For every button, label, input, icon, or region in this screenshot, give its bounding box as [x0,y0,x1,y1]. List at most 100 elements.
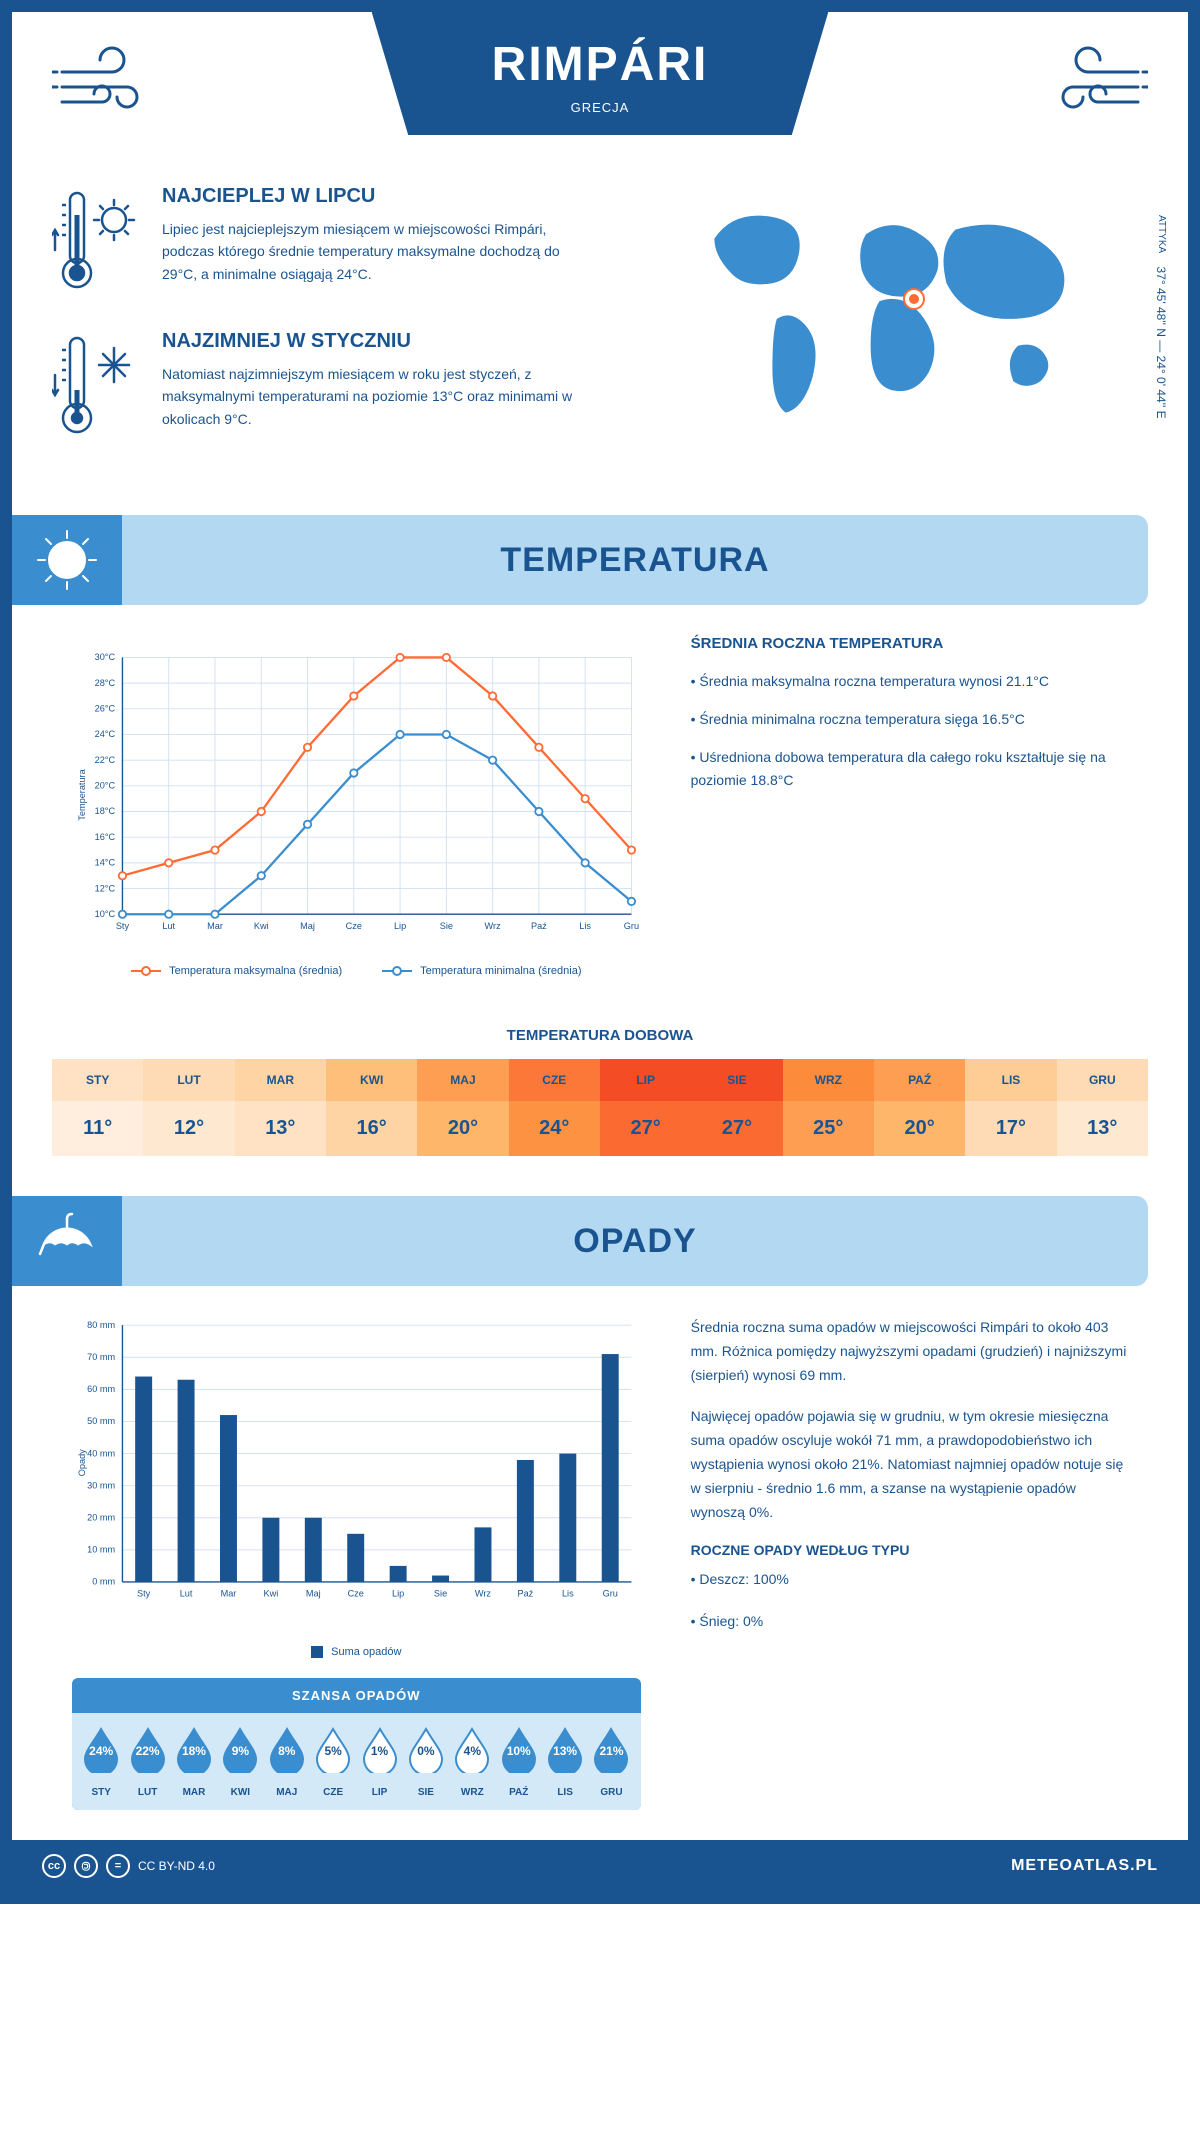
svg-text:Lip: Lip [392,1589,404,1599]
hottest-title: NAJCIEPLEJ W LIPCU [162,185,580,208]
svg-text:24°C: 24°C [95,729,116,739]
hottest-text: Lipiec jest najcieplejszym miesiącem w m… [162,218,580,285]
thermometer-snow-icon [52,330,142,445]
svg-text:Temperatura: Temperatura [77,768,87,820]
daily-cell: LIS 17° [965,1059,1056,1156]
temp-bullet: • Uśredniona dobowa temperatura dla całe… [691,746,1128,794]
temperature-section-header: TEMPERATURA [12,515,1148,605]
precip-legend-label: Suma opadów [331,1646,401,1658]
page-subtitle: GRECJA [492,100,709,115]
precip-chance-month: CZE [310,1787,356,1798]
precip-section-header: OPADY [12,1196,1148,1286]
precip-chance-month: STY [78,1787,124,1798]
precip-title: OPADY [122,1222,1148,1261]
site-name: METEOATLAS.PL [1011,1857,1158,1875]
precip-chance-month: WRZ [449,1787,495,1798]
wind-icon [52,42,172,132]
intro-section: NAJCIEPLEJ W LIPCU Lipiec jest najcieple… [12,165,1188,515]
precip-drop: 0% [403,1725,449,1779]
precip-chance-month: GRU [588,1787,634,1798]
header-banner: RIMPÁRI GRECJA [372,12,829,135]
svg-text:20 mm: 20 mm [87,1513,115,1523]
svg-text:22°C: 22°C [95,755,116,765]
daily-cell: CZE 24° [509,1059,600,1156]
precip-drop: 21% [588,1725,634,1779]
coldest-block: NAJZIMNIEJ W STYCZNIU Natomiast najzimni… [52,330,580,445]
coordinates: ATTYKA 37° 45' 48'' N — 24° 0' 44'' E [1154,215,1168,419]
svg-text:10°C: 10°C [95,909,116,919]
precip-chart-row: 0 mm 10 mm 20 mm 30 mm 40 mm 50 mm 60 mm 70 mm 8… [12,1316,1188,1840]
world-map [620,185,1148,435]
daily-cell: MAR 13° [235,1059,326,1156]
temperature-line-chart: 10°C12°C14°C16°C18°C20°C22°C24°C26°C28°C… [72,635,641,977]
legend-item: Temperatura maksymalna (średnia) [131,965,342,977]
svg-text:Mar: Mar [221,1589,237,1599]
svg-text:30 mm: 30 mm [87,1480,115,1490]
svg-text:Sty: Sty [137,1589,151,1599]
svg-text:Opady: Opady [77,1449,87,1476]
precip-drop: 13% [542,1725,588,1779]
svg-text:50 mm: 50 mm [87,1416,115,1426]
precip-drop: 4% [449,1725,495,1779]
daily-cell: WRZ 25° [783,1059,874,1156]
footer: cc 🄯 = CC BY-ND 4.0 METEOATLAS.PL [12,1840,1188,1892]
temp-bullet: • Średnia maksymalna roczna temperatura … [691,670,1128,694]
header: RIMPÁRI GRECJA [12,12,1188,165]
precip-chance-month: SIE [403,1787,449,1798]
svg-text:Sie: Sie [440,921,453,931]
precip-chance-month: LIS [542,1787,588,1798]
svg-text:16°C: 16°C [95,832,116,842]
nd-icon: = [106,1854,130,1878]
daily-cell: KWI 16° [326,1059,417,1156]
precip-chance-month: PAŹ [496,1787,542,1798]
svg-text:Wrz: Wrz [485,921,502,931]
hottest-block: NAJCIEPLEJ W LIPCU Lipiec jest najcieple… [52,185,580,300]
svg-text:70 mm: 70 mm [87,1352,115,1362]
svg-text:Wrz: Wrz [475,1589,492,1599]
precip-chance-panel: SZANSA OPADÓW 24% 22% 18% 9% [72,1678,641,1810]
precip-chance-month: LUT [124,1787,170,1798]
svg-text:40 mm: 40 mm [87,1448,115,1458]
svg-text:30°C: 30°C [95,652,116,662]
svg-text:26°C: 26°C [95,704,116,714]
precip-chance-month: MAJ [264,1787,310,1798]
precip-drop: 8% [264,1725,310,1779]
region-label: ATTYKA [1156,215,1167,253]
svg-text:Gru: Gru [624,921,639,931]
svg-text:Lip: Lip [394,921,406,931]
svg-text:Sie: Sie [434,1589,447,1599]
coldest-title: NAJZIMNIEJ W STYCZNIU [162,330,580,353]
svg-text:14°C: 14°C [95,858,116,868]
precip-chance-title: SZANSA OPADÓW [72,1678,641,1713]
svg-text:0 mm: 0 mm [92,1577,115,1587]
svg-text:10 mm: 10 mm [87,1545,115,1555]
precip-drop: 18% [171,1725,217,1779]
coldest-text: Natomiast najzimniejszym miesiącem w rok… [162,363,580,430]
svg-text:Maj: Maj [300,921,315,931]
svg-text:18°C: 18°C [95,806,116,816]
thermometer-sun-icon [52,185,142,300]
coords-text: 37° 45' 48'' N — 24° 0' 44'' E [1154,267,1168,419]
precip-drop: 10% [496,1725,542,1779]
by-icon: 🄯 [74,1854,98,1878]
wind-icon [1028,42,1148,132]
chart-legend: Temperatura maksymalna (średnia) Temperat… [72,965,641,977]
svg-text:Lis: Lis [562,1589,574,1599]
daily-cell: MAJ 20° [417,1059,508,1156]
precip-drop: 24% [78,1725,124,1779]
precip-stats: Średnia roczna suma opadów w miejscowośc… [691,1316,1128,1810]
svg-text:Lut: Lut [180,1589,193,1599]
svg-text:Paź: Paź [517,1589,533,1599]
precip-drop: 1% [356,1725,402,1779]
legend-item: Temperatura minimalna (średnia) [382,965,581,977]
precip-chance-month: MAR [171,1787,217,1798]
precip-type-title: ROCZNE OPADY WEDŁUG TYPU [691,1542,1128,1558]
precip-drop: 22% [124,1725,170,1779]
temperature-title: TEMPERATURA [122,541,1148,580]
svg-text:Paź: Paź [531,921,547,931]
precip-drop: 5% [310,1725,356,1779]
svg-text:Kwi: Kwi [264,1589,279,1599]
daily-cell: SIE 27° [691,1059,782,1156]
temp-side-title: ŚREDNIA ROCZNA TEMPERATURA [691,635,1128,652]
svg-text:60 mm: 60 mm [87,1384,115,1394]
